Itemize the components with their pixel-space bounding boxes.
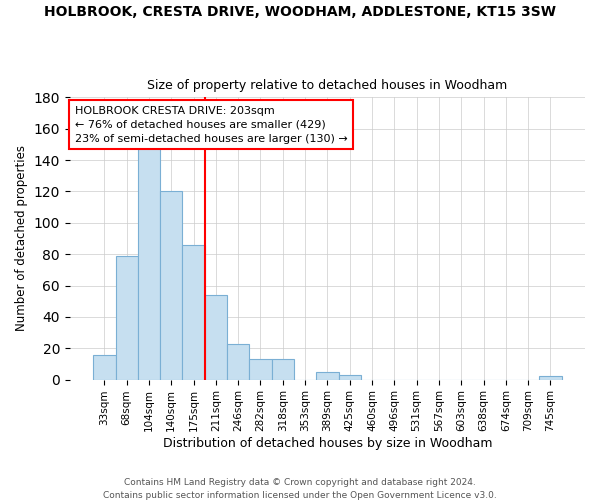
Title: Size of property relative to detached houses in Woodham: Size of property relative to detached ho… (147, 79, 508, 92)
Bar (250, 359, 272, 380)
Text: HOLBROOK, CRESTA DRIVE, WOODHAM, ADDLESTONE, KT15 3SW: HOLBROOK, CRESTA DRIVE, WOODHAM, ADDLEST… (44, 5, 556, 19)
Bar (160, 192, 182, 380)
X-axis label: Distribution of detached houses by size in Woodham: Distribution of detached houses by size … (163, 437, 492, 450)
Y-axis label: Number of detached properties: Number of detached properties (15, 146, 28, 332)
Bar (138, 144, 160, 380)
Text: Contains HM Land Registry data © Crown copyright and database right 2024.
Contai: Contains HM Land Registry data © Crown c… (103, 478, 497, 500)
Bar (338, 375, 361, 380)
Bar (182, 244, 205, 380)
Bar (272, 359, 294, 380)
Bar (93, 354, 116, 380)
Bar (316, 372, 338, 380)
Text: HOLBROOK CRESTA DRIVE: 203sqm
← 76% of detached houses are smaller (429)
23% of : HOLBROOK CRESTA DRIVE: 203sqm ← 76% of d… (75, 106, 347, 144)
Bar (205, 295, 227, 380)
Bar (227, 344, 250, 380)
Bar (539, 376, 562, 380)
Bar (116, 256, 138, 380)
